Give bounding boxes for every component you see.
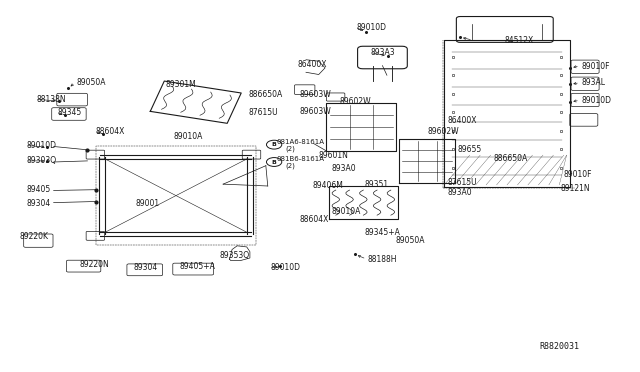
Text: 89010F: 89010F [563, 170, 592, 179]
Text: 89304: 89304 [27, 199, 51, 208]
Text: (2): (2) [285, 146, 295, 152]
Text: 88604X: 88604X [96, 127, 125, 136]
Text: 886650A: 886650A [493, 154, 527, 163]
Text: 89602W: 89602W [339, 97, 371, 106]
Text: 89304: 89304 [134, 263, 158, 272]
Text: 89601N: 89601N [319, 151, 349, 160]
Text: 86400X: 86400X [447, 116, 477, 125]
Text: 89345: 89345 [58, 108, 82, 118]
Text: 081A6-8161A: 081A6-8161A [276, 140, 324, 145]
Text: 89603W: 89603W [300, 106, 332, 116]
Text: 89301M: 89301M [166, 80, 196, 89]
Text: 89655: 89655 [457, 145, 481, 154]
Text: 89220K: 89220K [19, 232, 48, 241]
Text: 84512X: 84512X [505, 36, 534, 45]
Text: 86400X: 86400X [298, 60, 327, 70]
Text: 89353Q: 89353Q [220, 251, 250, 260]
Text: 89121N: 89121N [561, 185, 591, 193]
Text: B: B [272, 160, 276, 164]
Text: 89010D: 89010D [581, 96, 611, 105]
Text: 886650A: 886650A [248, 90, 283, 99]
Text: 89406M: 89406M [312, 181, 343, 190]
Text: 88138N: 88138N [36, 95, 66, 104]
Text: 89220N: 89220N [79, 260, 109, 269]
Text: R8820031: R8820031 [539, 342, 579, 351]
Text: 89010A: 89010A [173, 132, 203, 141]
Text: 081B6-8161A: 081B6-8161A [276, 156, 324, 163]
Text: B: B [272, 142, 276, 147]
Text: 89405+A: 89405+A [180, 262, 216, 271]
Text: 89603W: 89603W [300, 90, 332, 99]
Text: 89010D: 89010D [357, 23, 387, 32]
Text: 89010D: 89010D [27, 141, 57, 150]
Text: 89050A: 89050A [77, 78, 106, 87]
Text: 89405: 89405 [27, 185, 51, 194]
Text: 88604X: 88604X [300, 215, 329, 224]
Text: 89602W: 89602W [427, 127, 459, 136]
Text: 87615U: 87615U [248, 108, 278, 117]
Text: 89010D: 89010D [270, 263, 300, 272]
Text: 88188H: 88188H [368, 254, 397, 264]
Text: 89303Q: 89303Q [27, 156, 57, 166]
Text: 89010F: 89010F [581, 61, 610, 71]
Text: 893A0: 893A0 [447, 188, 472, 197]
Text: 89001: 89001 [135, 199, 159, 208]
Text: 89050A: 89050A [395, 236, 425, 245]
Text: 89345+A: 89345+A [365, 228, 401, 237]
Text: 89010A: 89010A [332, 207, 361, 217]
Text: 893AL: 893AL [581, 78, 605, 87]
Text: 89351: 89351 [365, 180, 388, 189]
Text: 893A0: 893A0 [332, 164, 356, 173]
Text: 87615U: 87615U [447, 178, 477, 187]
Text: (2): (2) [285, 163, 295, 169]
Text: 893A3: 893A3 [371, 48, 396, 57]
